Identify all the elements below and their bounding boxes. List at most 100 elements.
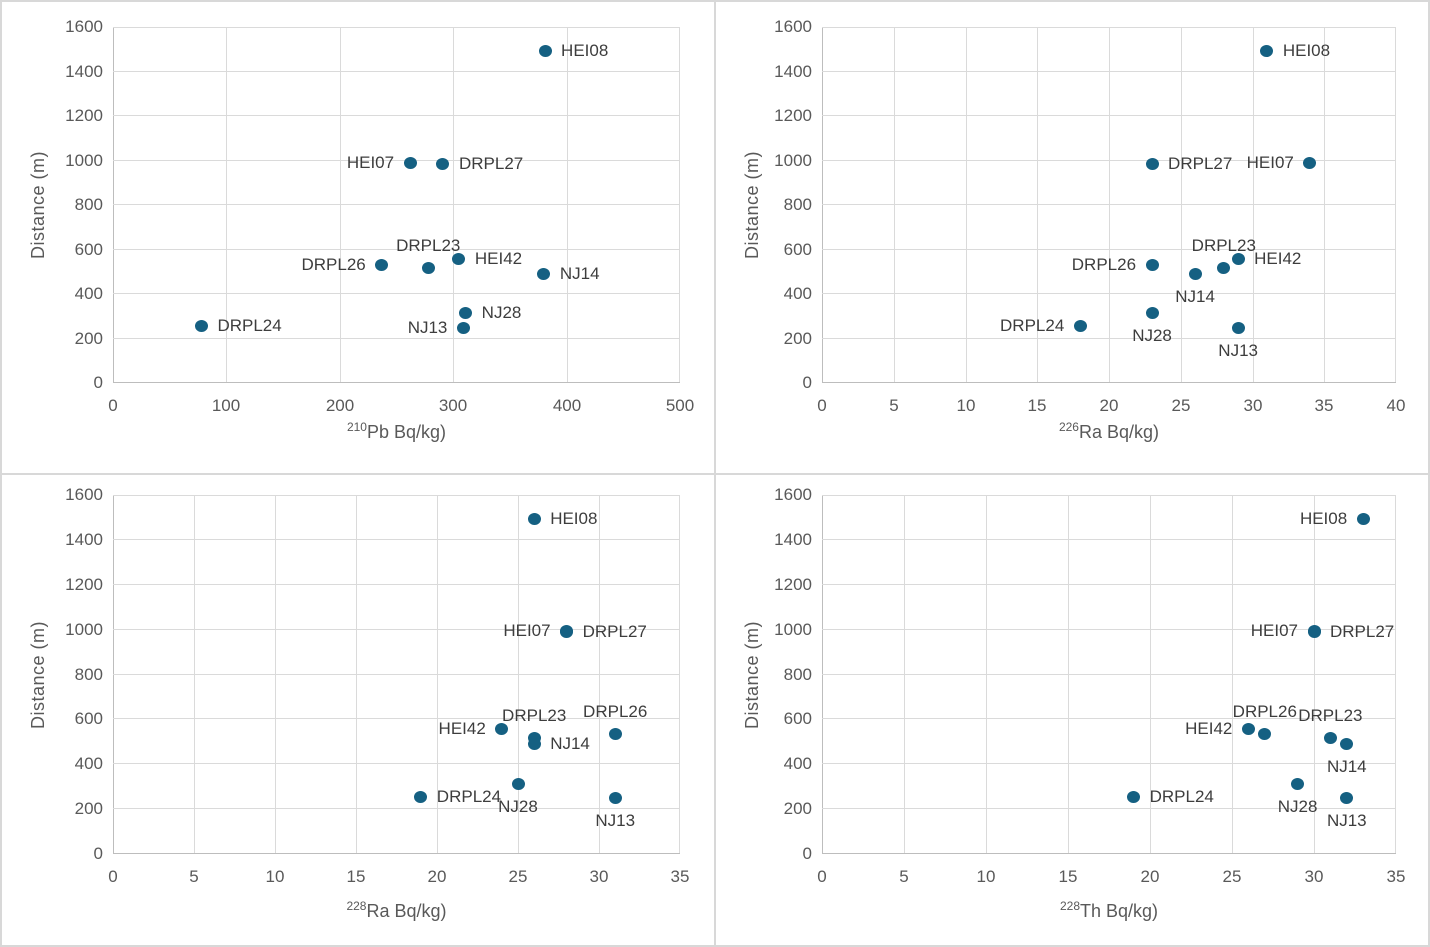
isotope-superscript: 226 <box>1058 420 1079 434</box>
gridline-horizontal <box>113 249 680 250</box>
data-point-drpl24 <box>194 320 208 333</box>
x-tick-label: 40 <box>1386 396 1406 415</box>
point-label-drpl24: DRPL24 <box>217 316 282 336</box>
x-tick-label: 20 <box>1099 396 1119 415</box>
point-label-hei08: HEI08 <box>550 509 598 529</box>
y-tick-label: 800 <box>783 664 812 684</box>
x-tick-label: 30 <box>589 866 609 886</box>
data-point-hei42 <box>495 722 509 735</box>
gridline-horizontal <box>113 115 680 116</box>
point-label-hei42: HEI42 <box>1254 249 1302 269</box>
data-point-hei07 <box>1303 156 1317 169</box>
gridline-horizontal <box>822 27 1396 28</box>
gridline-vertical <box>453 27 454 383</box>
gridline-vertical <box>679 27 680 383</box>
isotope-superscript: 228 <box>1059 898 1080 913</box>
data-point-drpl24 <box>414 790 428 803</box>
chart-panel-pb210: Distance (m) 0 100 200 300 400 500 0 200 400 600 8… <box>2 2 714 473</box>
x-tick-label: 200 <box>325 396 355 415</box>
x-tick-label: 15 <box>1027 396 1047 415</box>
x-tick-label: 0 <box>108 396 118 415</box>
y-axis-title: Distance (m) <box>28 151 48 260</box>
point-label-nj13: NJ13 <box>407 317 448 337</box>
gridline-horizontal <box>113 538 680 540</box>
y-tick-label: 800 <box>783 195 812 214</box>
y-tick-label: 400 <box>74 753 103 773</box>
point-label-hei42: HEI42 <box>1185 718 1233 738</box>
x-tick-label: 300 <box>438 396 468 415</box>
point-label-hei42: HEI42 <box>474 249 523 269</box>
y-tick-label: 400 <box>783 753 812 773</box>
point-label-nj28: NJ28 <box>481 303 522 323</box>
gridline-vertical <box>340 27 341 383</box>
gridline-horizontal <box>822 249 1396 250</box>
gridline-horizontal <box>113 762 680 764</box>
point-label-nj14: NJ14 <box>550 734 590 753</box>
x-tick-label: 5 <box>899 866 909 886</box>
x-tick-label: 20 <box>427 866 447 886</box>
y-tick-label: 0 <box>93 373 103 392</box>
data-point-nj14 <box>1188 268 1202 281</box>
gridline-horizontal <box>113 807 680 809</box>
y-tick-label: 1200 <box>774 574 812 594</box>
y-tick-label: 0 <box>93 843 103 863</box>
data-point-drpl23 <box>1217 262 1231 275</box>
point-label-nj14: NJ14 <box>1175 287 1215 307</box>
gridline-vertical <box>226 27 227 383</box>
point-label-nj14: NJ14 <box>559 264 600 284</box>
gridline-horizontal <box>113 293 680 294</box>
data-point-hei08 <box>1260 45 1274 58</box>
gridline-vertical <box>1253 27 1254 383</box>
gridline-horizontal <box>822 338 1396 339</box>
y-tick-label: 0 <box>802 843 812 863</box>
gridline-vertical <box>1037 27 1038 383</box>
x-axis-title-text: Ra Bq/kg) <box>1078 422 1160 442</box>
gridline-horizontal <box>113 160 680 161</box>
point-label-nj13: NJ13 <box>595 810 636 830</box>
x-tick-label: 15 <box>346 866 366 886</box>
point-label-drpl23: DRPL23 <box>1191 236 1256 256</box>
data-point-drpl26 <box>375 258 389 271</box>
point-label-nj28: NJ28 <box>498 796 538 816</box>
data-point-drpl27 <box>560 626 574 639</box>
data-point-drpl24 <box>1073 320 1087 333</box>
y-axis-line <box>113 27 114 383</box>
x-tick-label: 10 <box>976 866 996 886</box>
gridline-horizontal <box>822 538 1396 540</box>
point-label-drpl26: DRPL26 <box>1071 254 1137 274</box>
x-tick-label: 5 <box>889 396 899 415</box>
y-tick-label: 1200 <box>65 574 103 594</box>
gridline-horizontal <box>822 628 1396 630</box>
gridline-horizontal <box>113 338 680 339</box>
y-tick-label: 400 <box>783 284 812 303</box>
gridline-vertical <box>1324 27 1325 383</box>
plot-area: 0 100 200 300 400 500 0 200 400 600 800 1000 1200 140… <box>65 17 694 415</box>
point-label-drpl24: DRPL24 <box>1149 786 1214 806</box>
x-tick-label: 35 <box>1386 866 1406 886</box>
y-tick-label: 0 <box>802 373 812 392</box>
chart-panel-ra226: Distance (m) 0 5 10 15 20 25 30 35 40 0 200 400 600 8… <box>716 2 1428 473</box>
data-point-drpl26 <box>608 728 622 741</box>
data-point-drpl26 <box>1258 728 1272 741</box>
data-point-nj14 <box>537 268 551 281</box>
x-tick-label: 35 <box>1314 396 1334 415</box>
data-point-hei08 <box>1356 513 1370 526</box>
x-axis-line <box>113 852 680 854</box>
y-tick-label: 200 <box>783 798 812 818</box>
y-tick-label: 1200 <box>774 106 812 125</box>
isotope-superscript: 228 <box>346 898 367 913</box>
y-tick-label: 600 <box>74 708 103 728</box>
x-tick-label: 10 <box>956 396 976 415</box>
data-point-nj14 <box>1340 738 1354 750</box>
y-tick-label: 1600 <box>774 17 812 36</box>
chart-panel-th228: Distance (m) 0 5 10 15 20 25 30 35 0 200 400 600 800… <box>716 474 1428 945</box>
point-label-nj28: NJ28 <box>1132 326 1172 346</box>
y-tick-label: 800 <box>74 195 103 214</box>
x-axis-title: 226Ra Bq/kg) <box>822 420 1396 443</box>
data-point-nj14 <box>527 738 541 750</box>
point-label-nj13: NJ13 <box>1218 340 1258 360</box>
data-point-nj28 <box>459 307 473 320</box>
gridline-vertical <box>1395 27 1396 383</box>
point-label-nj28: NJ28 <box>1277 796 1318 816</box>
x-tick-label: 30 <box>1243 396 1263 415</box>
